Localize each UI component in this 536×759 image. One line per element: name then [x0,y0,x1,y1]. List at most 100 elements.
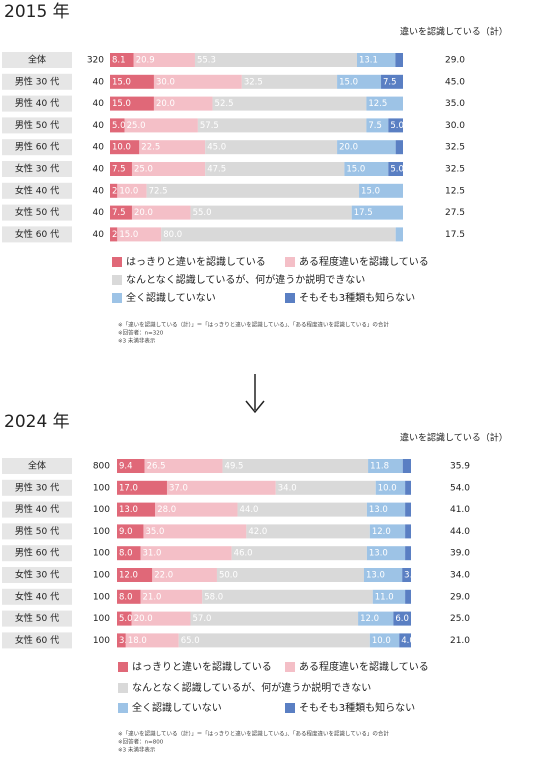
category-label: 全体 [28,54,46,66]
segment-label: 15.0 [112,99,131,109]
bar-segment [124,118,198,133]
bar-segment [140,589,203,604]
segment-label: 55.0 [193,208,212,218]
category-box [2,501,72,518]
bar-segment [366,502,406,517]
bar-segment [358,611,394,626]
segment-label: 57.0 [193,614,212,624]
legend-label: はっきりと違いを認識している [126,255,266,268]
n-label: 40 [93,143,105,153]
segment-label: 72.5 [149,186,168,196]
segment-label: 13.0 [119,505,138,515]
category-label: 女性 30 代 [15,163,59,175]
bar-segment [117,502,156,517]
legend-swatch [285,257,295,267]
total-label: 39.0 [450,549,470,559]
segment-label: 10.0 [112,143,131,153]
category-box [2,204,72,221]
category-box [2,567,72,583]
segment-label: 52.5 [215,99,234,109]
total-label: 21.0 [450,636,470,646]
bar-segment [110,53,134,67]
bar-segment [110,227,118,242]
legend-swatch [118,683,128,693]
legend-swatch [118,703,128,713]
bar-segment [372,589,406,604]
segment-label: 12.0 [119,571,138,581]
n-label: 40 [93,77,105,87]
legend-label: はっきりと違いを認識している [132,660,272,673]
segment-label: 20.0 [134,614,153,624]
bar-segment [366,546,406,561]
total-label: 27.5 [445,208,465,218]
segment-label: 20.0 [339,143,358,153]
legend-swatch [112,257,122,267]
bar-segment [405,502,411,517]
segment-label: 10.0 [119,186,138,196]
total-header: 違いを認識している（計） [400,26,508,38]
bar-segment [205,140,338,155]
total-header: 違いを認識している（計） [400,432,508,444]
segment-label: 22.5 [141,143,160,153]
segment-label: 9.4 [119,462,133,472]
total-label: 34.0 [450,571,470,581]
segment-label: 7.5 [383,77,397,87]
bar-segment [117,183,147,198]
bar-segment [117,524,144,539]
bar-segment [205,162,345,176]
legend-label: そもそも3種類も知らない [299,291,415,304]
bar-segment [117,227,162,242]
segment-label: 58.0 [204,592,223,602]
n-label: 40 [93,208,105,218]
n-label: 100 [93,483,110,493]
total-label: 35.9 [450,462,470,472]
segment-label: 50.0 [219,571,238,581]
bar-segment [393,611,411,626]
bar-segment [395,140,403,155]
segment-label: 5.0 [112,121,126,131]
category-box [2,632,72,649]
legend-swatch [285,662,295,672]
segment-label: 37.0 [169,483,188,493]
bar-segment [366,118,389,133]
bar-segment [197,118,367,133]
total-label: 29.0 [450,592,470,602]
segment-label: 15.0 [339,77,358,87]
category-box [2,545,72,562]
segment-label: 20.0 [156,99,175,109]
bar-segment [405,546,411,561]
bar-segment [125,633,179,648]
category-label: 男性 30 代 [15,481,59,493]
segment-label: 42.0 [248,527,267,537]
bar-segment [133,53,195,67]
category-label: 男性 40 代 [15,503,59,515]
bar-segment [399,633,411,648]
bar-segment [117,546,141,561]
bar-segment [375,480,406,495]
category-label: 女性 40 代 [15,590,59,602]
bar-segment [117,459,145,473]
bar-segment [117,568,153,582]
bar-segment [351,205,403,220]
legend-label: なんとなく認識しているが、何が違うか説明できない [126,273,365,286]
category-box [2,161,72,177]
bar-segment [131,611,191,626]
legend-label: ある程度違いを認識している [299,255,429,268]
segment-label: 45.0 [207,143,226,153]
segment-label: 26.5 [147,462,166,472]
bar-segment [395,53,403,67]
bar-segment [140,546,232,561]
bar-segment [275,480,376,495]
bar-segment [131,162,206,176]
bar-segment [388,162,403,176]
total-label: 41.0 [450,505,470,515]
total-label: 17.5 [445,230,465,240]
segment-label: 5.0 [390,165,404,175]
total-label: 54.0 [450,483,470,493]
segment-label: 17.0 [119,483,138,493]
total-label: 12.5 [445,186,465,196]
n-label: 320 [87,56,104,66]
segment-label: 5.0 [119,614,133,624]
segment-label: 44.0 [240,505,259,515]
category-label: 男性 50 代 [15,525,59,537]
